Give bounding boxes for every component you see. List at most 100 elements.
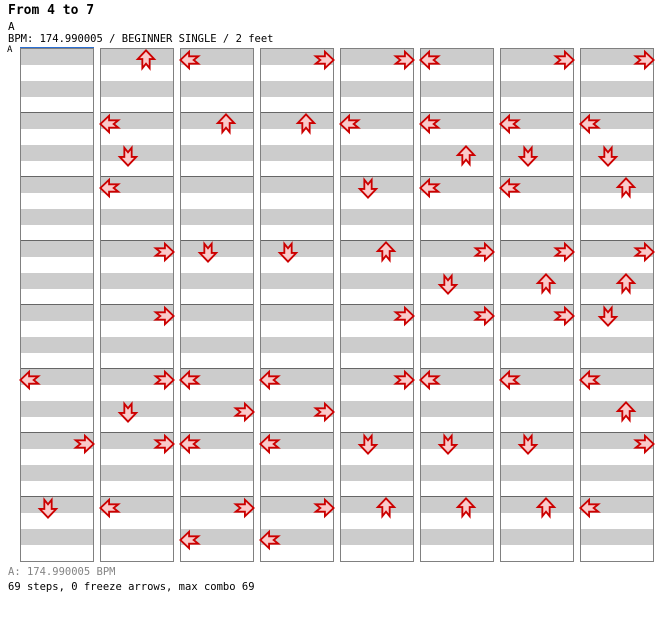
left-arrow-icon bbox=[419, 369, 441, 391]
measure-line bbox=[21, 240, 93, 241]
left-arrow-icon bbox=[499, 177, 521, 199]
right-arrow-icon bbox=[393, 49, 415, 71]
down-arrow-icon bbox=[357, 433, 379, 455]
left-arrow-icon bbox=[339, 113, 361, 135]
left-arrow-icon bbox=[99, 113, 121, 135]
left-arrow-icon bbox=[19, 369, 41, 391]
up-arrow-icon bbox=[375, 241, 397, 263]
measure-line bbox=[501, 112, 573, 113]
measure-line bbox=[341, 304, 413, 305]
measure-line bbox=[581, 368, 653, 369]
measure-line bbox=[341, 176, 413, 177]
chart-info-line: BPM: 174.990005 / BEGINNER SINGLE / 2 fe… bbox=[8, 33, 274, 45]
measure-line bbox=[341, 240, 413, 241]
measure-line bbox=[341, 432, 413, 433]
measure-line bbox=[421, 304, 493, 305]
left-arrow-icon bbox=[259, 529, 281, 551]
right-arrow-icon bbox=[313, 401, 335, 423]
down-arrow-icon bbox=[597, 305, 619, 327]
song-title: From 4 to 7 bbox=[8, 3, 95, 18]
right-arrow-icon bbox=[473, 305, 495, 327]
right-arrow-icon bbox=[73, 433, 95, 455]
down-arrow-icon bbox=[357, 177, 379, 199]
left-arrow-icon bbox=[259, 369, 281, 391]
measure-line bbox=[101, 240, 173, 241]
measure-line bbox=[501, 432, 573, 433]
up-arrow-icon bbox=[615, 177, 637, 199]
right-arrow-icon bbox=[553, 305, 575, 327]
down-arrow-icon bbox=[517, 433, 539, 455]
right-arrow-icon bbox=[553, 49, 575, 71]
measure-line bbox=[101, 112, 173, 113]
measure-line bbox=[181, 432, 253, 433]
up-arrow-icon bbox=[615, 273, 637, 295]
measure-line bbox=[261, 240, 333, 241]
footer-stats-text: 69 steps, 0 freeze arrows, max combo 69 bbox=[8, 581, 255, 593]
measure-line bbox=[101, 496, 173, 497]
measure-line bbox=[181, 176, 253, 177]
left-arrow-icon bbox=[419, 177, 441, 199]
down-arrow-icon bbox=[197, 241, 219, 263]
right-arrow-icon bbox=[473, 241, 495, 263]
down-arrow-icon bbox=[437, 433, 459, 455]
measure-line bbox=[581, 112, 653, 113]
measure-column-6 bbox=[419, 48, 495, 562]
left-arrow-icon bbox=[419, 113, 441, 135]
right-arrow-icon bbox=[153, 433, 175, 455]
left-arrow-icon bbox=[99, 497, 121, 519]
right-arrow-icon bbox=[233, 497, 255, 519]
down-arrow-icon bbox=[437, 273, 459, 295]
measure-line bbox=[421, 240, 493, 241]
left-arrow-icon bbox=[579, 113, 601, 135]
up-arrow-icon bbox=[455, 497, 477, 519]
up-arrow-icon bbox=[295, 113, 317, 135]
measure-column-8 bbox=[579, 48, 655, 562]
measure-column-4 bbox=[259, 48, 335, 562]
right-arrow-icon bbox=[393, 369, 415, 391]
right-arrow-icon bbox=[153, 305, 175, 327]
measure-column-2 bbox=[99, 48, 175, 562]
up-arrow-icon bbox=[535, 273, 557, 295]
measure-line bbox=[581, 240, 653, 241]
measure-line bbox=[261, 176, 333, 177]
measure-line bbox=[21, 112, 93, 113]
measure-line bbox=[581, 496, 653, 497]
right-arrow-icon bbox=[633, 433, 655, 455]
left-arrow-icon bbox=[179, 433, 201, 455]
measure-line bbox=[501, 240, 573, 241]
measure-line bbox=[261, 496, 333, 497]
down-arrow-icon bbox=[597, 145, 619, 167]
left-arrow-icon bbox=[99, 177, 121, 199]
right-arrow-icon bbox=[313, 49, 335, 71]
measure-line bbox=[261, 368, 333, 369]
measure-line bbox=[21, 176, 93, 177]
measure-line bbox=[501, 304, 573, 305]
up-arrow-icon bbox=[215, 113, 237, 135]
right-arrow-icon bbox=[153, 369, 175, 391]
section-marker-label: A bbox=[7, 45, 13, 55]
measure-line bbox=[421, 496, 493, 497]
measure-line bbox=[421, 368, 493, 369]
measure-line bbox=[581, 176, 653, 177]
up-arrow-icon bbox=[375, 497, 397, 519]
measure-line bbox=[501, 176, 573, 177]
right-arrow-icon bbox=[313, 497, 335, 519]
left-arrow-icon bbox=[499, 369, 521, 391]
measure-line bbox=[101, 304, 173, 305]
measure-line bbox=[21, 496, 93, 497]
measure-line bbox=[21, 304, 93, 305]
left-arrow-icon bbox=[499, 113, 521, 135]
measure-line bbox=[581, 432, 653, 433]
left-arrow-icon bbox=[179, 369, 201, 391]
left-arrow-icon bbox=[579, 497, 601, 519]
up-arrow-icon bbox=[535, 497, 557, 519]
measure-column-7 bbox=[499, 48, 575, 562]
measure-line bbox=[501, 496, 573, 497]
measure-column-3 bbox=[179, 48, 255, 562]
measure-line bbox=[341, 368, 413, 369]
measure-line bbox=[501, 368, 573, 369]
measure-line bbox=[181, 368, 253, 369]
up-arrow-icon bbox=[455, 145, 477, 167]
up-arrow-icon bbox=[135, 49, 157, 71]
